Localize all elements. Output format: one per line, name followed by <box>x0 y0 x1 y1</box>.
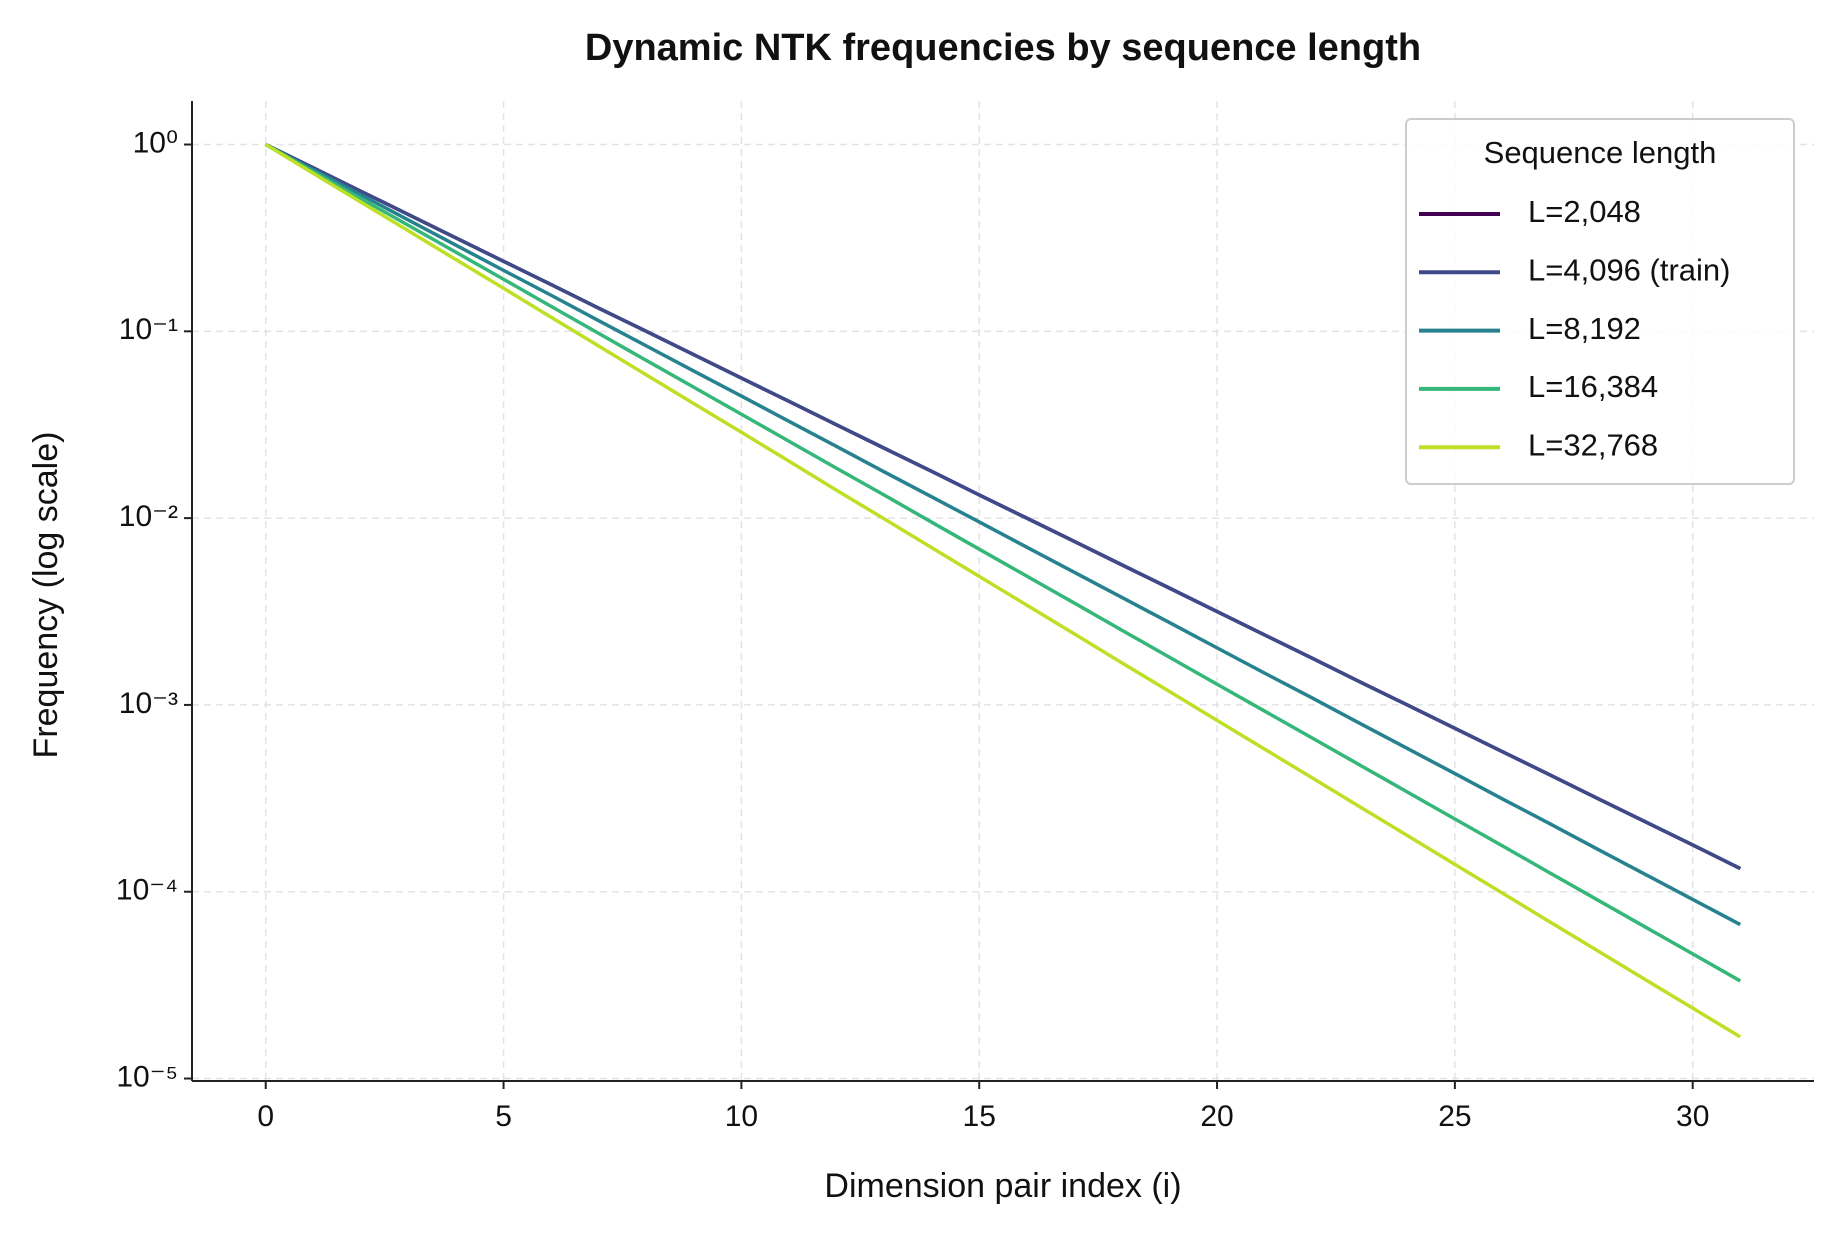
y-tick-label: 10⁻³ <box>119 687 178 720</box>
y-tick-label: 10⁻¹ <box>119 313 178 346</box>
x-tick-label: 5 <box>495 1100 512 1133</box>
x-tick-label: 15 <box>963 1100 996 1133</box>
ticks: 0 5 10 15 20 25 30 10⁻⁵ 10⁻⁴ 10⁻³ 10⁻² 10⁻¹ 10⁰ <box>116 126 1710 1132</box>
legend: Sequence length L=2,048 L=4,096 (train) L=8… <box>1405 118 1795 485</box>
legend-title: Sequence length <box>1484 135 1717 170</box>
legend-label: L=8,192 <box>1528 311 1641 346</box>
x-tick-label: 30 <box>1676 1100 1709 1133</box>
x-axis-label: Dimension pair index (i) <box>824 1167 1181 1205</box>
series-line <box>264 142 1742 983</box>
legend-label: L=32,768 <box>1528 427 1658 462</box>
series-line <box>264 142 1742 927</box>
y-tick-label: 10⁻⁴ <box>116 874 178 907</box>
x-tick-label: 10 <box>725 1100 758 1133</box>
chart-title: Dynamic NTK frequencies by sequence leng… <box>585 27 1421 69</box>
y-axis-label: Frequency (log scale) <box>27 432 65 759</box>
x-tick-label: 0 <box>257 1100 274 1133</box>
legend-label: L=2,048 <box>1528 194 1641 229</box>
series-line <box>264 143 1742 1039</box>
y-tick-label: 10⁰ <box>133 126 178 159</box>
legend-label: L=16,384 <box>1528 369 1658 404</box>
legend-label: L=4,096 (train) <box>1528 252 1730 287</box>
legend-box <box>1405 118 1795 485</box>
y-tick-label: 10⁻⁵ <box>116 1060 178 1093</box>
y-tick-label: 10⁻² <box>119 500 178 533</box>
x-tick-label: 20 <box>1200 1100 1233 1133</box>
x-tick-label: 25 <box>1438 1100 1471 1133</box>
series-line <box>264 142 1742 871</box>
grid <box>192 101 1814 1081</box>
lines <box>264 142 1742 1039</box>
